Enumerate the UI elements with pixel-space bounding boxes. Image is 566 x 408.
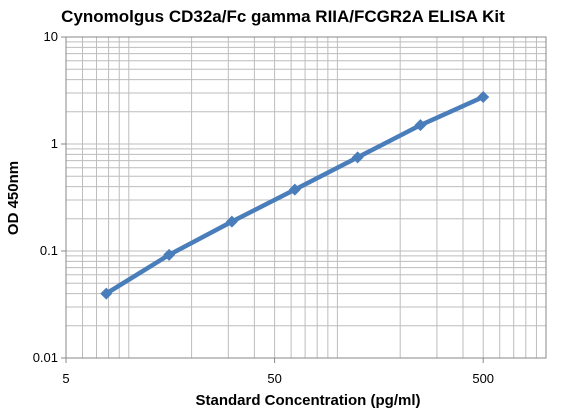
data-point-marker (477, 90, 490, 103)
data-point-marker (351, 151, 364, 164)
y-tick-label: 0.01 (33, 350, 58, 365)
y-axis-ticks: 0.01 0.1 1 10 (33, 29, 66, 365)
y-tick-label: 0.1 (40, 243, 58, 258)
x-tick-label: 500 (472, 371, 494, 386)
x-tick-label: 50 (267, 371, 281, 386)
y-tick-label: 10 (44, 29, 58, 44)
data-point-marker (163, 248, 176, 261)
grid-layer (66, 37, 546, 358)
plot-area-frame (65, 36, 547, 359)
data-point-marker (100, 287, 113, 300)
x-tick-label: 5 (62, 371, 69, 386)
x-axis-ticks: 5 50 500 (62, 358, 494, 386)
series-layer (100, 90, 490, 300)
chart-title: Cynomolgus CD32a/Fc gamma RIIA/FCGR2A EL… (61, 7, 505, 26)
y-tick-label: 1 (51, 136, 58, 151)
data-point-marker (225, 215, 238, 228)
data-point-marker (288, 183, 301, 196)
x-axis-label: Standard Concentration (pg/ml) (196, 392, 421, 408)
y-axis-label: OD 450nm (5, 161, 22, 235)
data-point-marker (414, 119, 427, 132)
